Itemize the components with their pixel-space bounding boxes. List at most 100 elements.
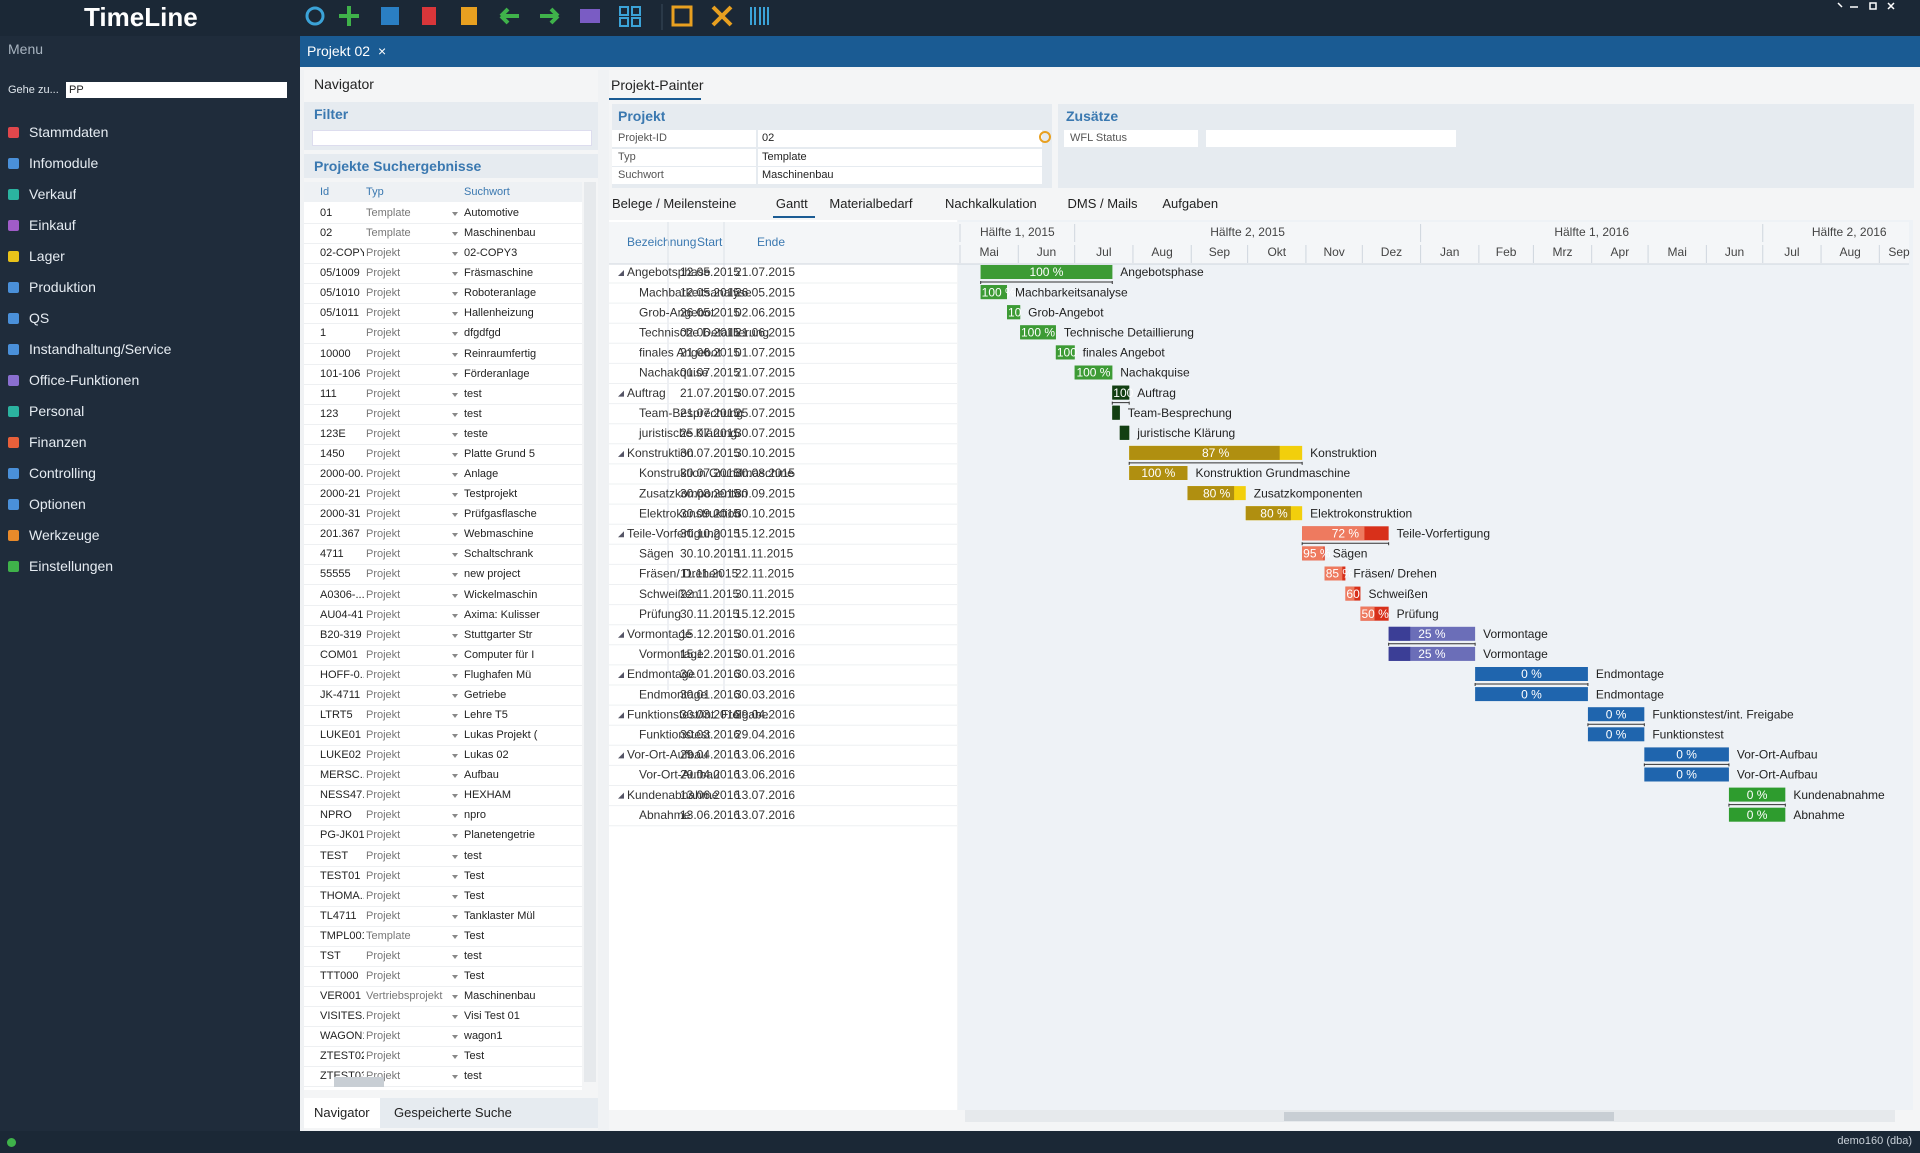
task-name[interactable]: Fräsen/ Drehen	[639, 567, 722, 581]
row-dropdown[interactable]	[452, 814, 458, 819]
table-row[interactable]	[304, 867, 582, 887]
painter-tab[interactable]: Aufgaben	[1162, 196, 1219, 211]
task-progress[interactable]	[1007, 305, 1021, 320]
row-dropdown[interactable]	[452, 894, 458, 899]
table-row[interactable]	[304, 806, 582, 827]
row-dropdown[interactable]	[452, 513, 458, 518]
tab-title[interactable]: Projekt 02	[307, 43, 371, 59]
expand-icon[interactable]	[618, 631, 624, 638]
table-row[interactable]	[304, 505, 582, 526]
task-bar[interactable]	[1587, 727, 1645, 742]
table-row[interactable]	[304, 947, 582, 967]
row-dropdown[interactable]	[452, 734, 458, 739]
toolbar-icons[interactable]	[305, 4, 769, 30]
row-dropdown[interactable]	[452, 352, 458, 357]
bottom-tab[interactable]: Navigator	[304, 1098, 380, 1128]
table-row[interactable]	[304, 525, 582, 546]
task-progress[interactable]	[1388, 646, 1411, 661]
row-dropdown[interactable]	[452, 874, 458, 879]
menu-item[interactable]: Office-Funktionen	[29, 372, 140, 388]
row-dropdown[interactable]	[452, 633, 458, 638]
table-row[interactable]	[304, 304, 582, 325]
task-name[interactable]: Konstruktion Grundmaschine	[639, 466, 794, 480]
expand-icon[interactable]	[618, 792, 624, 799]
task-name[interactable]: Technische Detaillierung	[639, 325, 769, 339]
table-row[interactable]	[304, 706, 582, 726]
table-row[interactable]	[304, 1007, 582, 1028]
task-progress[interactable]	[980, 285, 1007, 300]
table-row[interactable]	[304, 365, 582, 385]
table-row[interactable]	[304, 987, 582, 1008]
row-dropdown[interactable]	[452, 975, 458, 980]
task-name[interactable]: Abnahme	[639, 808, 691, 822]
task-name[interactable]: Nachakquise	[639, 366, 709, 380]
table-row[interactable]	[304, 826, 582, 847]
task-progress[interactable]	[980, 265, 1113, 279]
task-name[interactable]: Konstruktion	[627, 446, 694, 460]
row-dropdown[interactable]	[452, 714, 458, 718]
task-name[interactable]: Endmontage	[639, 687, 707, 701]
table-row[interactable]	[304, 204, 582, 224]
table-row[interactable]	[304, 545, 582, 566]
menu-item[interactable]: Controlling	[29, 465, 96, 481]
task-bar[interactable]	[1644, 747, 1729, 762]
menu-item[interactable]: Infomodule	[29, 155, 99, 171]
task-bar[interactable]	[1728, 787, 1786, 802]
painter-tab[interactable]: Belege / Meilensteine	[612, 196, 737, 211]
tab-close[interactable]: ×	[378, 43, 387, 59]
task-name[interactable]: Vormontage	[627, 627, 692, 641]
task-progress[interactable]	[1055, 345, 1075, 360]
task-progress[interactable]	[1302, 526, 1365, 541]
task-progress[interactable]	[1129, 466, 1188, 480]
table-row[interactable]	[304, 485, 582, 506]
painter-tab[interactable]: DMS / Mails	[1067, 196, 1138, 211]
table-row[interactable]	[304, 264, 582, 285]
task-progress[interactable]	[1074, 365, 1113, 380]
row-dropdown[interactable]	[452, 934, 458, 939]
search-icon[interactable]	[1039, 131, 1051, 143]
task-name[interactable]: Schweißen	[639, 587, 698, 601]
row-dropdown[interactable]	[452, 432, 458, 437]
task-progress[interactable]	[1112, 405, 1120, 420]
row-dropdown[interactable]	[452, 1055, 458, 1060]
table-row[interactable]	[304, 786, 582, 807]
menu-item[interactable]: Stammdaten	[29, 124, 109, 140]
task-name[interactable]: juristische Klärung	[638, 426, 737, 440]
field-value[interactable]: 02	[758, 130, 1042, 147]
table-row[interactable]	[304, 385, 582, 405]
task-name[interactable]: Angebotsphase	[627, 265, 711, 279]
table-row[interactable]	[304, 224, 582, 245]
column-header[interactable]: Start	[697, 235, 723, 249]
field-value[interactable]: Template	[758, 148, 1042, 166]
task-progress[interactable]	[1112, 385, 1130, 400]
expand-icon[interactable]	[618, 450, 624, 457]
field-value[interactable]	[1206, 130, 1456, 147]
table-row[interactable]	[304, 847, 582, 867]
task-name[interactable]: Teile-Vorfertigung	[627, 526, 720, 540]
menu-item[interactable]: Optionen	[29, 496, 86, 512]
task-bar[interactable]	[1644, 767, 1729, 782]
bottom-tab[interactable]: Gespeicherte Suche	[394, 1105, 512, 1120]
table-row[interactable]	[304, 1047, 582, 1068]
table-row[interactable]	[304, 666, 582, 686]
window-controls[interactable]	[1830, 0, 1920, 14]
table-row[interactable]	[304, 626, 582, 646]
menu-item[interactable]: Finanzen	[29, 434, 87, 450]
table-row[interactable]	[304, 324, 582, 345]
task-name[interactable]: Team-Besprechung	[639, 406, 743, 420]
row-dropdown[interactable]	[452, 794, 458, 799]
row-dropdown[interactable]	[452, 412, 458, 417]
table-row[interactable]	[304, 887, 582, 907]
row-dropdown[interactable]	[452, 332, 458, 337]
table-row[interactable]	[304, 345, 582, 365]
menu-item[interactable]: Instandhaltung/Service	[29, 341, 172, 357]
column-header[interactable]: Suchwort	[464, 186, 510, 198]
task-bar[interactable]	[1475, 687, 1588, 702]
table-row[interactable]	[304, 606, 582, 626]
task-name[interactable]: Machbarkeitsanalyse	[639, 285, 752, 299]
task-name[interactable]: Vor-Ort-Aufbau	[639, 768, 720, 782]
task-name[interactable]: Funktionstest	[639, 727, 711, 741]
expand-icon[interactable]	[618, 752, 624, 759]
menu-item[interactable]: QS	[29, 310, 50, 326]
table-row[interactable]	[304, 907, 582, 927]
